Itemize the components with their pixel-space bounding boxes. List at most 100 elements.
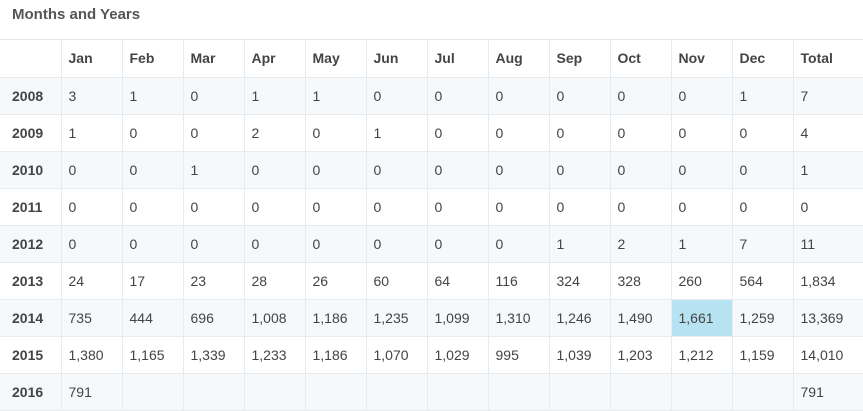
month-cell: 23 bbox=[183, 262, 245, 300]
month-cell: 444 bbox=[122, 299, 184, 337]
month-cell: 1,186 bbox=[305, 336, 367, 374]
month-cell: 1,070 bbox=[366, 336, 428, 374]
month-cell: 791 bbox=[61, 373, 123, 411]
month-cell: 0 bbox=[366, 77, 428, 115]
month-cell: 0 bbox=[122, 188, 184, 226]
month-cell: 0 bbox=[488, 188, 550, 226]
total-cell: 1 bbox=[793, 151, 863, 189]
month-cell: 0 bbox=[732, 114, 794, 152]
month-cell: 0 bbox=[183, 114, 245, 152]
month-cell: 0 bbox=[488, 77, 550, 115]
column-header: Jan bbox=[61, 40, 123, 78]
month-cell bbox=[488, 373, 550, 411]
month-cell: 0 bbox=[671, 151, 733, 189]
month-cell: 0 bbox=[671, 77, 733, 115]
month-cell: 0 bbox=[305, 114, 367, 152]
year-label: 2009 bbox=[0, 114, 62, 152]
month-cell: 0 bbox=[427, 77, 489, 115]
total-cell: 14,010 bbox=[793, 336, 863, 374]
month-cell: 26 bbox=[305, 262, 367, 300]
month-cell: 1,165 bbox=[122, 336, 184, 374]
month-cell: 0 bbox=[61, 225, 123, 263]
month-cell: 1,246 bbox=[549, 299, 611, 337]
month-cell bbox=[427, 373, 489, 411]
table-row: 2011 0 0 0 0 0 0 0 0 0 0 0 0 0 bbox=[0, 188, 863, 226]
month-cell: 0 bbox=[549, 114, 611, 152]
month-cell: 1,259 bbox=[732, 299, 794, 337]
month-cell: 1,212 bbox=[671, 336, 733, 374]
month-cell: 24 bbox=[61, 262, 123, 300]
column-header: Oct bbox=[610, 40, 672, 78]
table-row: 2009 1 0 0 2 0 1 0 0 0 0 0 0 4 bbox=[0, 114, 863, 152]
month-cell: 0 bbox=[488, 225, 550, 263]
month-cell: 0 bbox=[366, 188, 428, 226]
column-header: May bbox=[305, 40, 367, 78]
month-cell: 696 bbox=[183, 299, 245, 337]
month-cell: 0 bbox=[732, 188, 794, 226]
month-cell: 1 bbox=[122, 77, 184, 115]
month-cell: 995 bbox=[488, 336, 550, 374]
column-header: Apr bbox=[244, 40, 306, 78]
year-label: 2008 bbox=[0, 77, 62, 115]
month-cell: 60 bbox=[366, 262, 428, 300]
month-cell: 1,233 bbox=[244, 336, 306, 374]
month-cell: 1,186 bbox=[305, 299, 367, 337]
month-cell: 1 bbox=[183, 151, 245, 189]
month-cell: 0 bbox=[427, 225, 489, 263]
month-cell: 0 bbox=[244, 225, 306, 263]
month-cell: 0 bbox=[427, 151, 489, 189]
month-cell: 116 bbox=[488, 262, 550, 300]
month-cell: 1 bbox=[671, 225, 733, 263]
month-cell: 0 bbox=[427, 114, 489, 152]
table-body: 2008 3 1 0 1 1 0 0 0 0 0 0 1 7 2009 1 0 0 2 0 1 0 0 0 0 0 0 4 2010 0 0… bbox=[0, 77, 863, 411]
month-cell: 0 bbox=[366, 225, 428, 263]
month-cell: 0 bbox=[610, 188, 672, 226]
table-row: 2015 1,380 1,165 1,339 1,233 1,186 1,070 1,029 9… bbox=[0, 336, 863, 374]
total-cell: 11 bbox=[793, 225, 863, 263]
table-row: 2010 0 0 1 0 0 0 0 0 0 0 0 0 1 bbox=[0, 151, 863, 189]
header-corner bbox=[0, 40, 62, 78]
month-cell: 0 bbox=[366, 151, 428, 189]
month-cell: 0 bbox=[610, 77, 672, 115]
month-cell bbox=[610, 373, 672, 411]
month-cell: 260 bbox=[671, 262, 733, 300]
table-row: 2013 24 17 23 28 26 60 64 116 324 328 260 564 1,834 bbox=[0, 262, 863, 300]
column-header: Dec bbox=[732, 40, 794, 78]
column-header: Jun bbox=[366, 40, 428, 78]
total-cell: 1,834 bbox=[793, 262, 863, 300]
month-cell: 1 bbox=[305, 77, 367, 115]
month-cell: 1,380 bbox=[61, 336, 123, 374]
month-cell: 1,039 bbox=[549, 336, 611, 374]
month-cell: 1,159 bbox=[732, 336, 794, 374]
month-cell: 17 bbox=[122, 262, 184, 300]
month-cell: 0 bbox=[427, 188, 489, 226]
month-cell: 1,203 bbox=[610, 336, 672, 374]
month-cell: 324 bbox=[549, 262, 611, 300]
year-label: 2015 bbox=[0, 336, 62, 374]
month-cell bbox=[366, 373, 428, 411]
month-cell: 1 bbox=[61, 114, 123, 152]
month-cell: 0 bbox=[61, 151, 123, 189]
header-row: Jan Feb Mar Apr May Jun Jul Aug Sep Oct Nov Dec Tota… bbox=[0, 40, 863, 78]
months-years-table: Jan Feb Mar Apr May Jun Jul Aug Sep Oct Nov Dec Tota… bbox=[0, 40, 863, 411]
month-cell: 0 bbox=[183, 188, 245, 226]
month-cell: 0 bbox=[305, 225, 367, 263]
table-row: 2014 735 444 696 1,008 1,186 1,235 1,099 1,310 1,… bbox=[0, 299, 863, 337]
month-cell: 0 bbox=[732, 151, 794, 189]
month-cell: 0 bbox=[244, 151, 306, 189]
column-header: Nov bbox=[671, 40, 733, 78]
total-cell: 0 bbox=[793, 188, 863, 226]
month-cell: 0 bbox=[671, 114, 733, 152]
column-header: Mar bbox=[183, 40, 245, 78]
month-cell bbox=[732, 373, 794, 411]
month-cell: 0 bbox=[305, 188, 367, 226]
month-cell: 0 bbox=[549, 188, 611, 226]
month-cell: 735 bbox=[61, 299, 123, 337]
month-cell bbox=[305, 373, 367, 411]
column-header: Aug bbox=[488, 40, 550, 78]
month-cell: 1,235 bbox=[366, 299, 428, 337]
month-cell bbox=[122, 373, 184, 411]
month-cell: 1,099 bbox=[427, 299, 489, 337]
header-total: Total bbox=[793, 40, 863, 78]
month-cell: 0 bbox=[671, 188, 733, 226]
